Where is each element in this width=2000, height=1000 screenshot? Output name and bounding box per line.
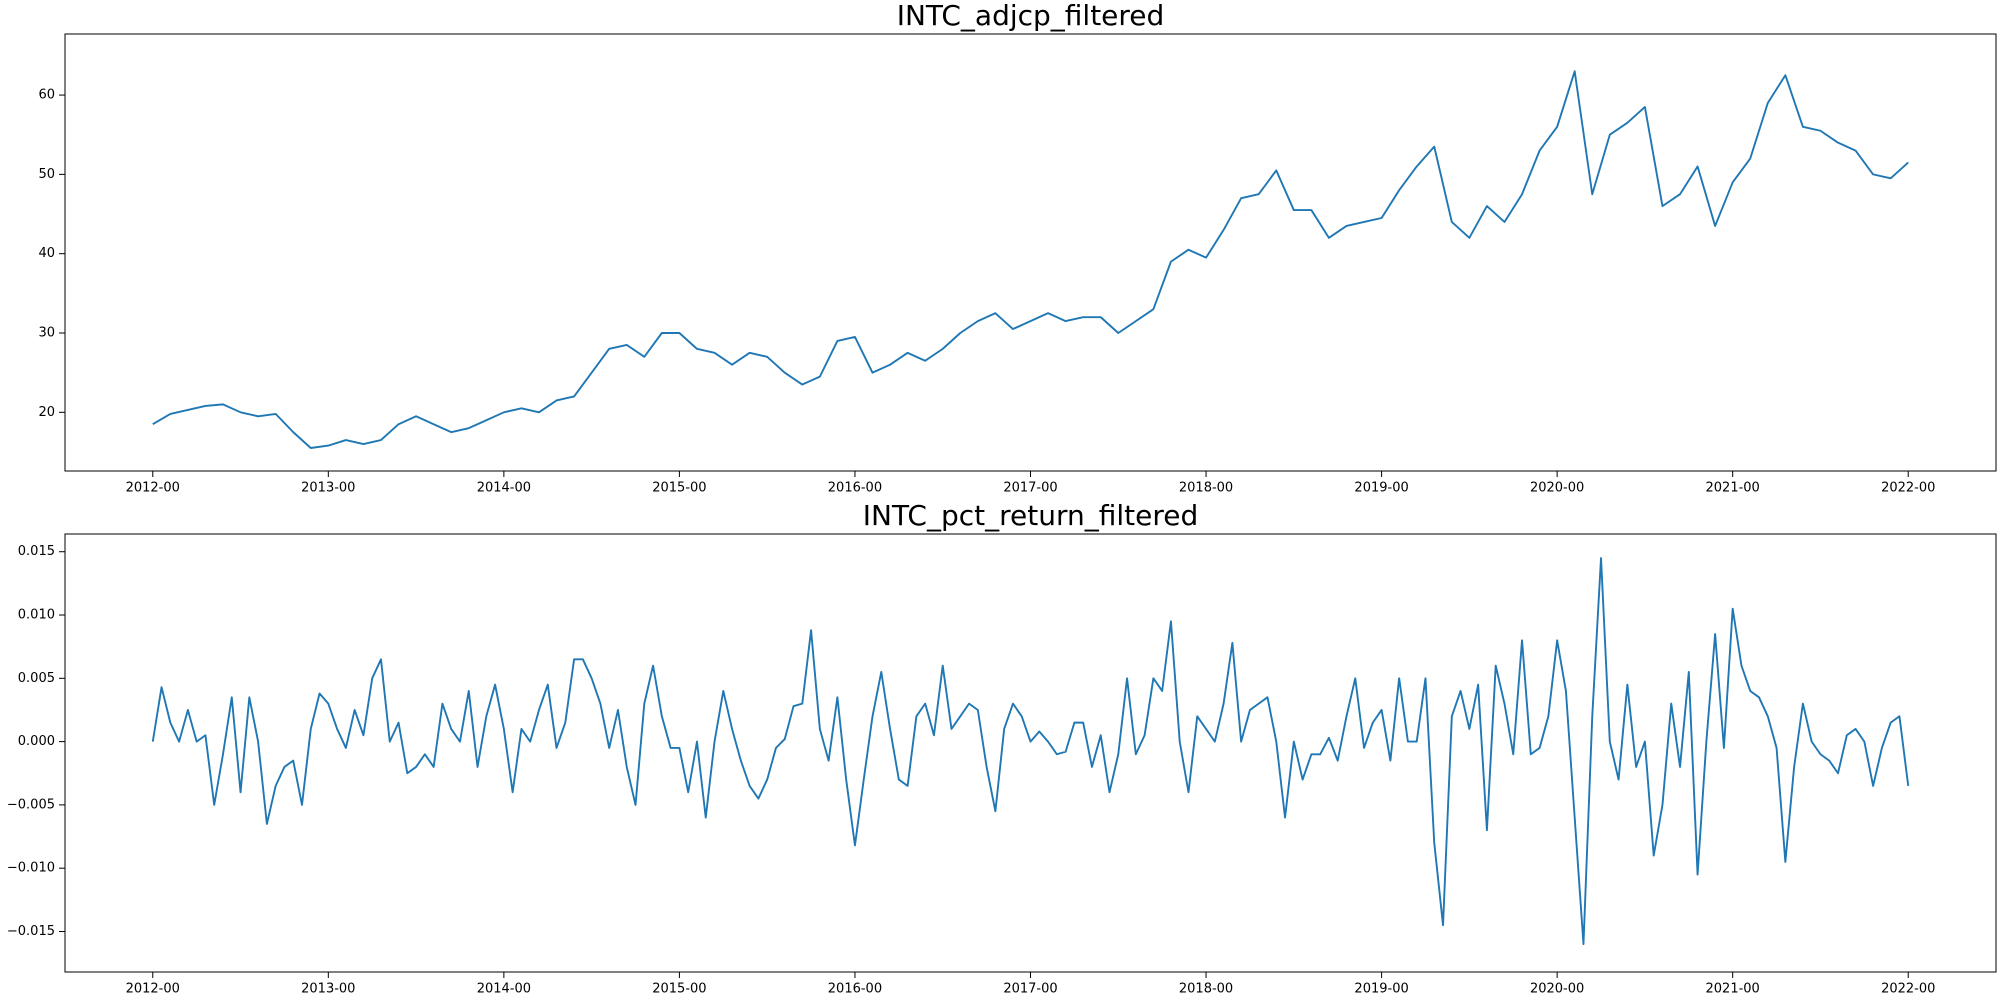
y-tick-label: −0.015: [7, 924, 55, 939]
y-tick-label: 0.005: [18, 671, 55, 686]
x-tick-label: 2014-00: [477, 982, 531, 997]
x-tick-label: 2021-00: [1706, 481, 1760, 496]
x-tick-label: 2021-00: [1706, 982, 1760, 997]
y-tick-label: 0.000: [18, 734, 55, 749]
x-tick-label: 2019-00: [1354, 481, 1408, 496]
y-tick-label: −0.010: [7, 861, 55, 876]
y-tick-label: 60: [38, 88, 55, 103]
x-tick-label: 2016-00: [828, 481, 882, 496]
chart-title: INTC_adjcp_filtered: [897, 0, 1165, 32]
x-tick-label: 2018-00: [1179, 481, 1233, 496]
y-tick-label: 50: [38, 167, 55, 182]
x-tick-label: 2017-00: [1003, 481, 1057, 496]
x-tick-label: 2013-00: [301, 481, 355, 496]
x-tick-label: 2017-00: [1003, 982, 1057, 997]
data-line: [152, 70, 1909, 449]
x-tick-label: 2019-00: [1354, 982, 1408, 997]
y-tick-label: 0.010: [18, 608, 55, 623]
x-tick-label: 2022-00: [1881, 982, 1935, 997]
x-tick-label: 2016-00: [828, 982, 882, 997]
axes-frame: [64, 533, 1997, 973]
x-tick-label: 2014-00: [477, 481, 531, 496]
data-line: [151, 557, 1910, 946]
y-tick-label: 20: [38, 405, 55, 420]
axes-frame: [64, 33, 1997, 472]
x-tick-label: 2022-00: [1881, 481, 1935, 496]
y-tick-label: 40: [38, 246, 55, 261]
x-tick-label: 2012-00: [126, 982, 180, 997]
chart-title: INTC_pct_return_filtered: [863, 499, 1199, 532]
x-tick-label: 2015-00: [652, 481, 706, 496]
x-tick-label: 2020-00: [1530, 982, 1584, 997]
y-tick-label: 0.015: [18, 544, 55, 559]
y-tick-label: 30: [38, 326, 55, 341]
x-tick-label: 2018-00: [1179, 982, 1233, 997]
x-tick-label: 2015-00: [652, 982, 706, 997]
y-tick-label: −0.005: [7, 797, 55, 812]
x-tick-label: 2012-00: [126, 481, 180, 496]
x-tick-label: 2020-00: [1530, 481, 1584, 496]
x-tick-label: 2013-00: [301, 982, 355, 997]
